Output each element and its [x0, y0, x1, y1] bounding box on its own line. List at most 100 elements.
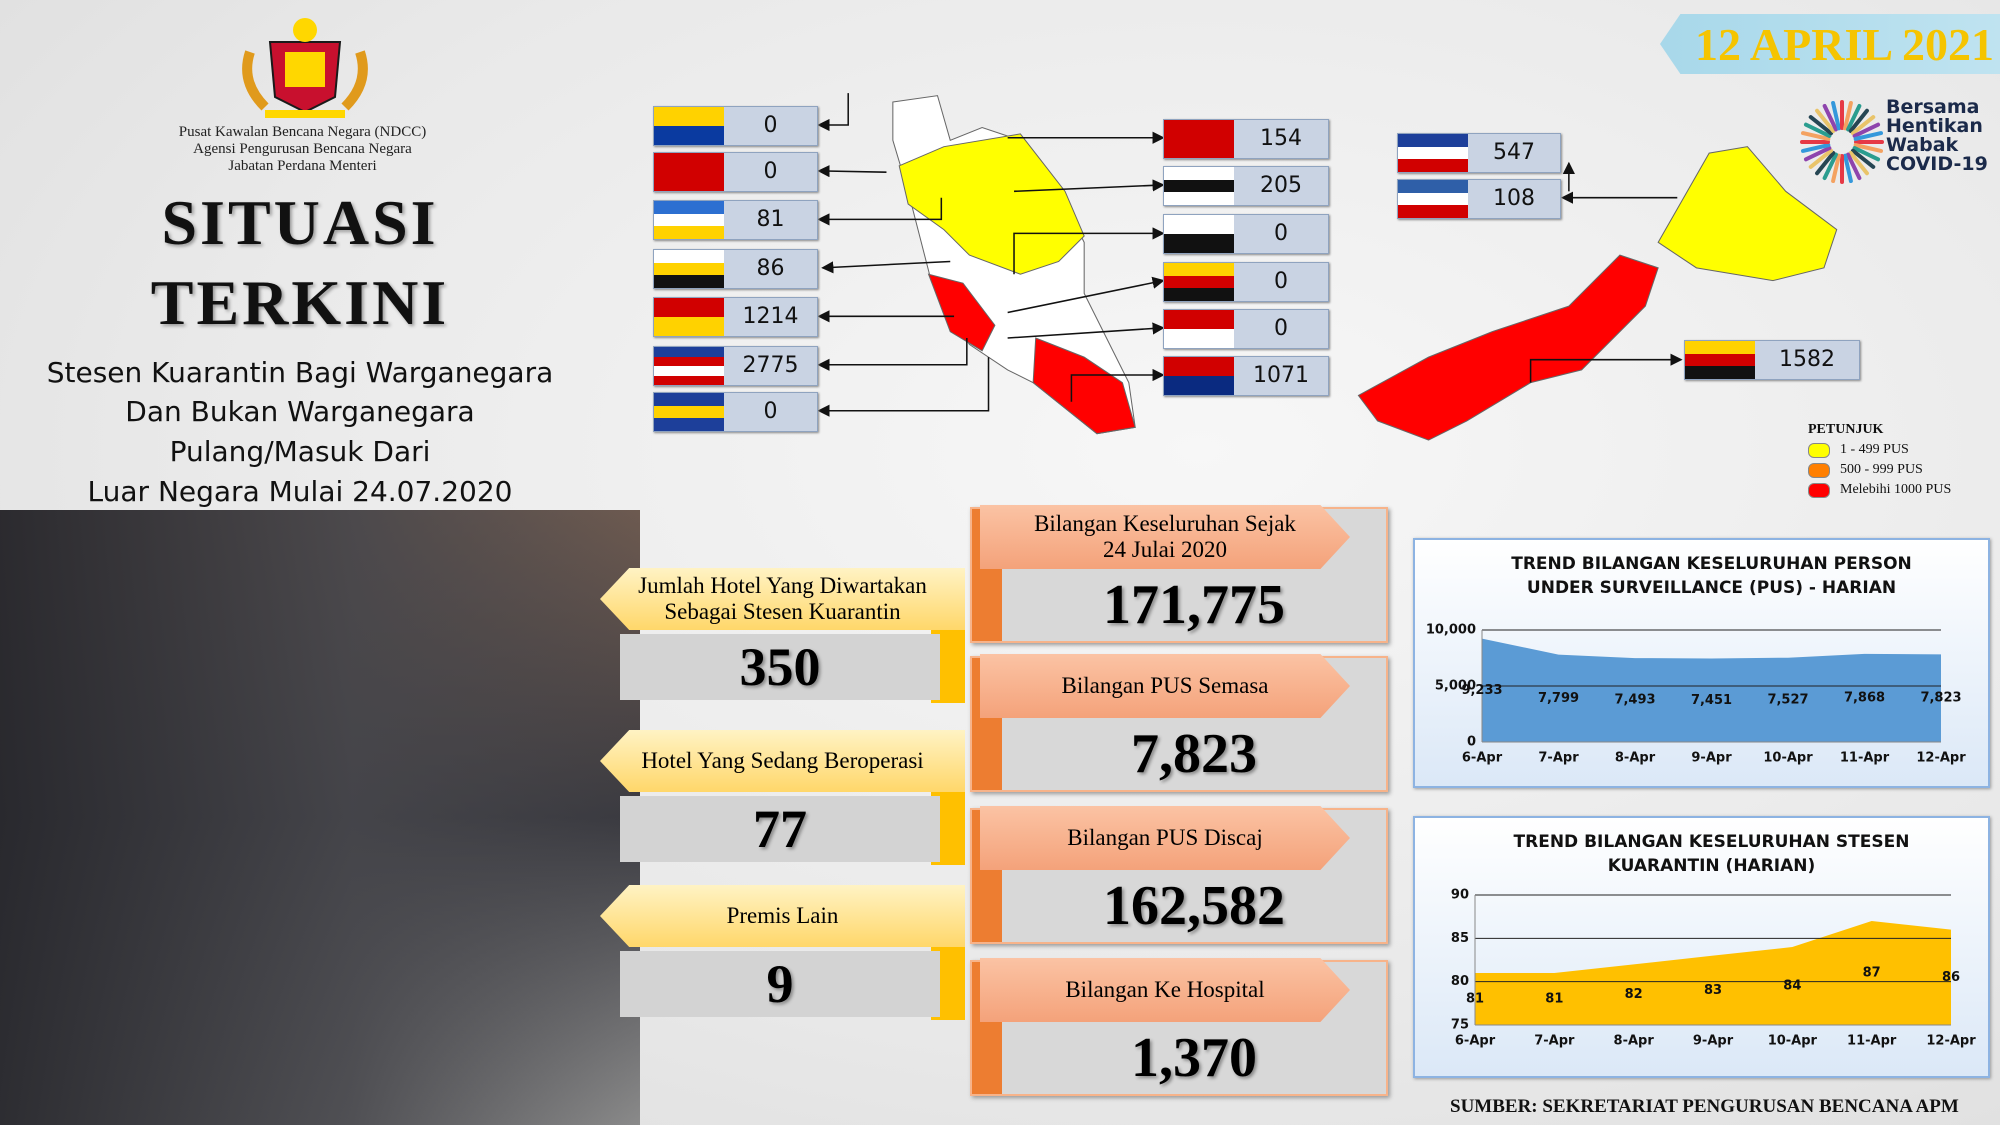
state-box: 0: [653, 106, 818, 146]
x-tick-label: 10-Apr: [1768, 1034, 1818, 1049]
state-value: 0: [763, 399, 778, 424]
ray: [1843, 101, 1853, 131]
legend-swatch: [1808, 462, 1830, 478]
campaign-line: COVID-19: [1886, 153, 1988, 175]
state-box: 0: [1163, 262, 1329, 302]
flag: [1164, 263, 1234, 302]
ray: [1850, 148, 1876, 169]
x-tick-label: 7-Apr: [1534, 1034, 1575, 1049]
y-tick-label: 75: [1451, 1018, 1469, 1033]
state-value: 0: [1274, 316, 1288, 341]
flag-stripe: [1164, 310, 1234, 329]
x-tick-label: 12-Apr: [1926, 1034, 1976, 1049]
ray: [1803, 122, 1832, 138]
sarawak: [1357, 254, 1659, 441]
ray: [1801, 131, 1831, 141]
state-box: 205: [1163, 166, 1329, 206]
ray: [1831, 153, 1841, 183]
y-tick-label: 10,000: [1426, 623, 1476, 638]
y-tick-label: 0: [1467, 735, 1476, 750]
flag-stripe: [1398, 205, 1468, 219]
panel-value: 171,775: [1103, 574, 1285, 636]
ray: [1852, 146, 1881, 162]
panel-label-line: Premis Lain: [726, 903, 839, 928]
x-tick-label: 10-Apr: [1763, 751, 1813, 766]
chart-plot: 75 80 85 90 6-Apr 81 7-Apr 81 8-Apr 82 9-Apr 83 10-A…: [1451, 888, 1976, 1049]
connector: [1070, 368, 1165, 402]
hotel-panel: Premis Lain 9: [600, 885, 965, 1030]
panel-value: 77: [620, 796, 940, 862]
state-red: [1032, 337, 1136, 435]
flag: [1164, 120, 1234, 158]
state-box: 108: [1397, 179, 1561, 219]
y-tick-label: 85: [1451, 931, 1469, 946]
panel-label: Bilangan Keseluruhan Sejak 24 Julai 2020: [980, 505, 1350, 569]
campaign-text: Bersama Hentikan Wabak COVID-19: [1886, 98, 1988, 174]
data-label: 7,868: [1844, 690, 1885, 705]
flag-stripe: [1685, 341, 1755, 354]
subtitle: Pulang/Masuk Dari: [169, 435, 431, 468]
flag-stripe: [1164, 275, 1234, 289]
x-tick-label: 8-Apr: [1614, 1034, 1655, 1049]
state-box: 2775: [653, 346, 818, 386]
connector: [1013, 227, 1165, 275]
panel-label: Bilangan Ke Hospital: [980, 958, 1350, 1022]
date-banner: 12 APRIL 2021: [1660, 14, 2000, 74]
state-value: 0: [763, 159, 778, 184]
legend-swatch: [1808, 482, 1830, 498]
state-value: 108: [1493, 186, 1535, 211]
connector: [821, 260, 951, 274]
flag-stripe: [1398, 159, 1468, 173]
connector: [817, 164, 887, 178]
crest: [242, 18, 368, 118]
panel-value: 350: [620, 634, 940, 700]
y-tick-label: 80: [1451, 974, 1469, 989]
flag-stripe: [1398, 146, 1468, 160]
flag-stripe: [654, 405, 724, 419]
crest-tigers: [242, 50, 368, 111]
flag: [1398, 134, 1468, 173]
subtitle: Luar Negara Mulai 24.07.2020: [87, 475, 513, 508]
flag-stripe: [654, 126, 724, 145]
ray: [1801, 143, 1831, 153]
state-value: 1582: [1779, 347, 1835, 372]
flag: [654, 298, 724, 336]
legend-swatch: [1808, 442, 1830, 458]
legend: PETUNJUK 1 - 499 PUS 500 - 999 PUS Melebih…: [1808, 422, 1951, 500]
agency-name: Jabatan Perdana Menteri: [228, 158, 377, 174]
ray: [1808, 115, 1834, 136]
agency-name: Pusat Kawalan Bencana Negara (NDCC): [178, 124, 427, 140]
flag-stripe: [654, 201, 724, 214]
legend-item: 1 - 499 PUS: [1808, 440, 1951, 460]
state-red: [927, 273, 996, 352]
state-value: 2775: [742, 353, 799, 378]
ray: [1848, 108, 1869, 134]
x-tick-label: 12-Apr: [1916, 751, 1966, 766]
flag: [1398, 180, 1468, 219]
state-value: 81: [756, 207, 785, 232]
ray: [1803, 146, 1832, 162]
panel-label: Jumlah Hotel Yang Diwartakan Sebagai Stes…: [600, 568, 965, 630]
x-tick-label: 9-Apr: [1693, 1034, 1734, 1049]
x-tick-label: 7-Apr: [1538, 751, 1579, 766]
x-tick-label: 11-Apr: [1847, 1034, 1897, 1049]
state-box: 154: [1163, 119, 1329, 159]
flag: [1685, 341, 1755, 380]
panel-label-line: Jumlah Hotel Yang Diwartakan: [638, 573, 927, 598]
panel-label-line: 24 Julai 2020: [1103, 537, 1227, 562]
campaign-line: Bersama: [1886, 96, 1980, 118]
flag-stripe: [654, 250, 724, 263]
data-label: 81: [1466, 992, 1484, 1007]
ray: [1853, 143, 1883, 153]
state-box: 1071: [1163, 356, 1329, 396]
legend-items: 1 - 499 PUS 500 - 999 PUS Melebihi 1000 PU…: [1808, 440, 1951, 500]
flag: [654, 250, 724, 289]
flag: [654, 201, 724, 240]
x-tick-label: 11-Apr: [1840, 751, 1890, 766]
connectors: [817, 93, 1683, 417]
legend-title: PETUNJUK: [1808, 422, 1884, 437]
panel-label: Premis Lain: [600, 885, 965, 947]
flag-stripe: [654, 262, 724, 276]
total-panel: Bilangan Ke Hospital 1,370: [970, 958, 1388, 1096]
